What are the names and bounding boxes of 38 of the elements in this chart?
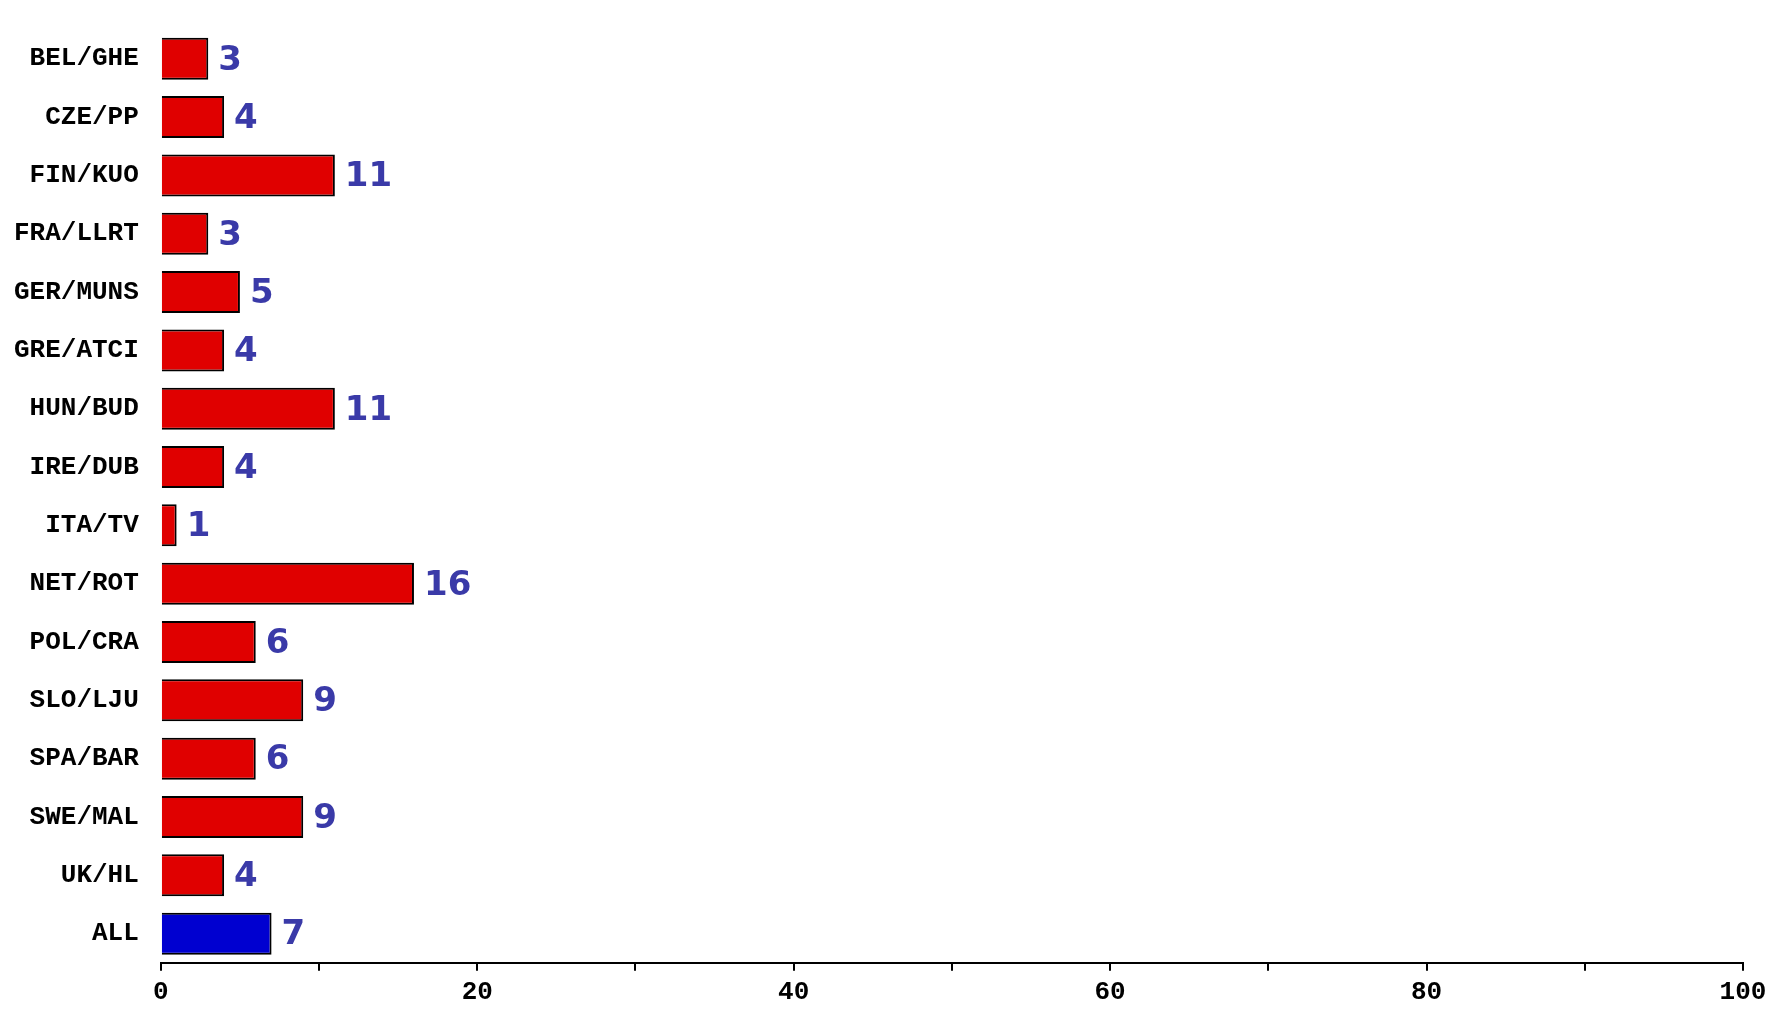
y-tick-label: POL/CRA bbox=[29, 626, 140, 657]
data-label: 6 bbox=[265, 737, 290, 778]
data-label: 4 bbox=[234, 445, 258, 486]
data-label: 3 bbox=[218, 212, 242, 253]
data-label: 4 bbox=[234, 854, 258, 895]
x-tick-label: 20 bbox=[461, 976, 493, 1007]
y-tick-label: ITA/TV bbox=[45, 509, 140, 540]
x-tick-label: 40 bbox=[778, 976, 810, 1007]
data-label: 11 bbox=[344, 387, 393, 428]
data-label: 6 bbox=[265, 620, 290, 661]
y-tick-label: HUN/BUD bbox=[29, 393, 139, 424]
x-tick-label: 100 bbox=[1719, 976, 1767, 1007]
y-tick-label: IRE/DUB bbox=[29, 451, 140, 482]
data-label: 9 bbox=[313, 795, 337, 836]
y-tick-label: FIN/KUO bbox=[29, 159, 139, 190]
y-tick-label: BEL/GHE bbox=[29, 43, 139, 74]
y-tick-label: GRE/ATCI bbox=[13, 334, 139, 365]
y-tick-label: GER/MUNS bbox=[13, 276, 139, 307]
data-label: 9 bbox=[313, 679, 337, 720]
data-label: 7 bbox=[281, 912, 306, 953]
y-tick-label: SWE/MAL bbox=[29, 801, 139, 832]
x-tick-label: 60 bbox=[1094, 976, 1126, 1007]
data-label: 11 bbox=[344, 154, 393, 195]
data-label: 4 bbox=[234, 95, 258, 136]
data-label: 3 bbox=[218, 37, 242, 78]
data-label: 5 bbox=[249, 270, 274, 311]
y-tick-label: SPA/BAR bbox=[29, 743, 140, 774]
data-label: 16 bbox=[423, 562, 472, 603]
y-tick-label: ALL bbox=[92, 918, 139, 949]
data-label: 1 bbox=[186, 504, 211, 545]
y-tick-label: CZE/PP bbox=[45, 101, 139, 132]
y-tick-label: FRA/LLRT bbox=[13, 218, 139, 249]
data-label: 4 bbox=[234, 329, 258, 370]
y-tick-label: SLO/LJU bbox=[29, 684, 139, 715]
x-tick-label: 0 bbox=[153, 976, 169, 1007]
y-tick-label: NET/ROT bbox=[29, 568, 139, 599]
y-tick-label: UK/HL bbox=[60, 859, 139, 890]
x-tick-label: 80 bbox=[1410, 976, 1443, 1007]
